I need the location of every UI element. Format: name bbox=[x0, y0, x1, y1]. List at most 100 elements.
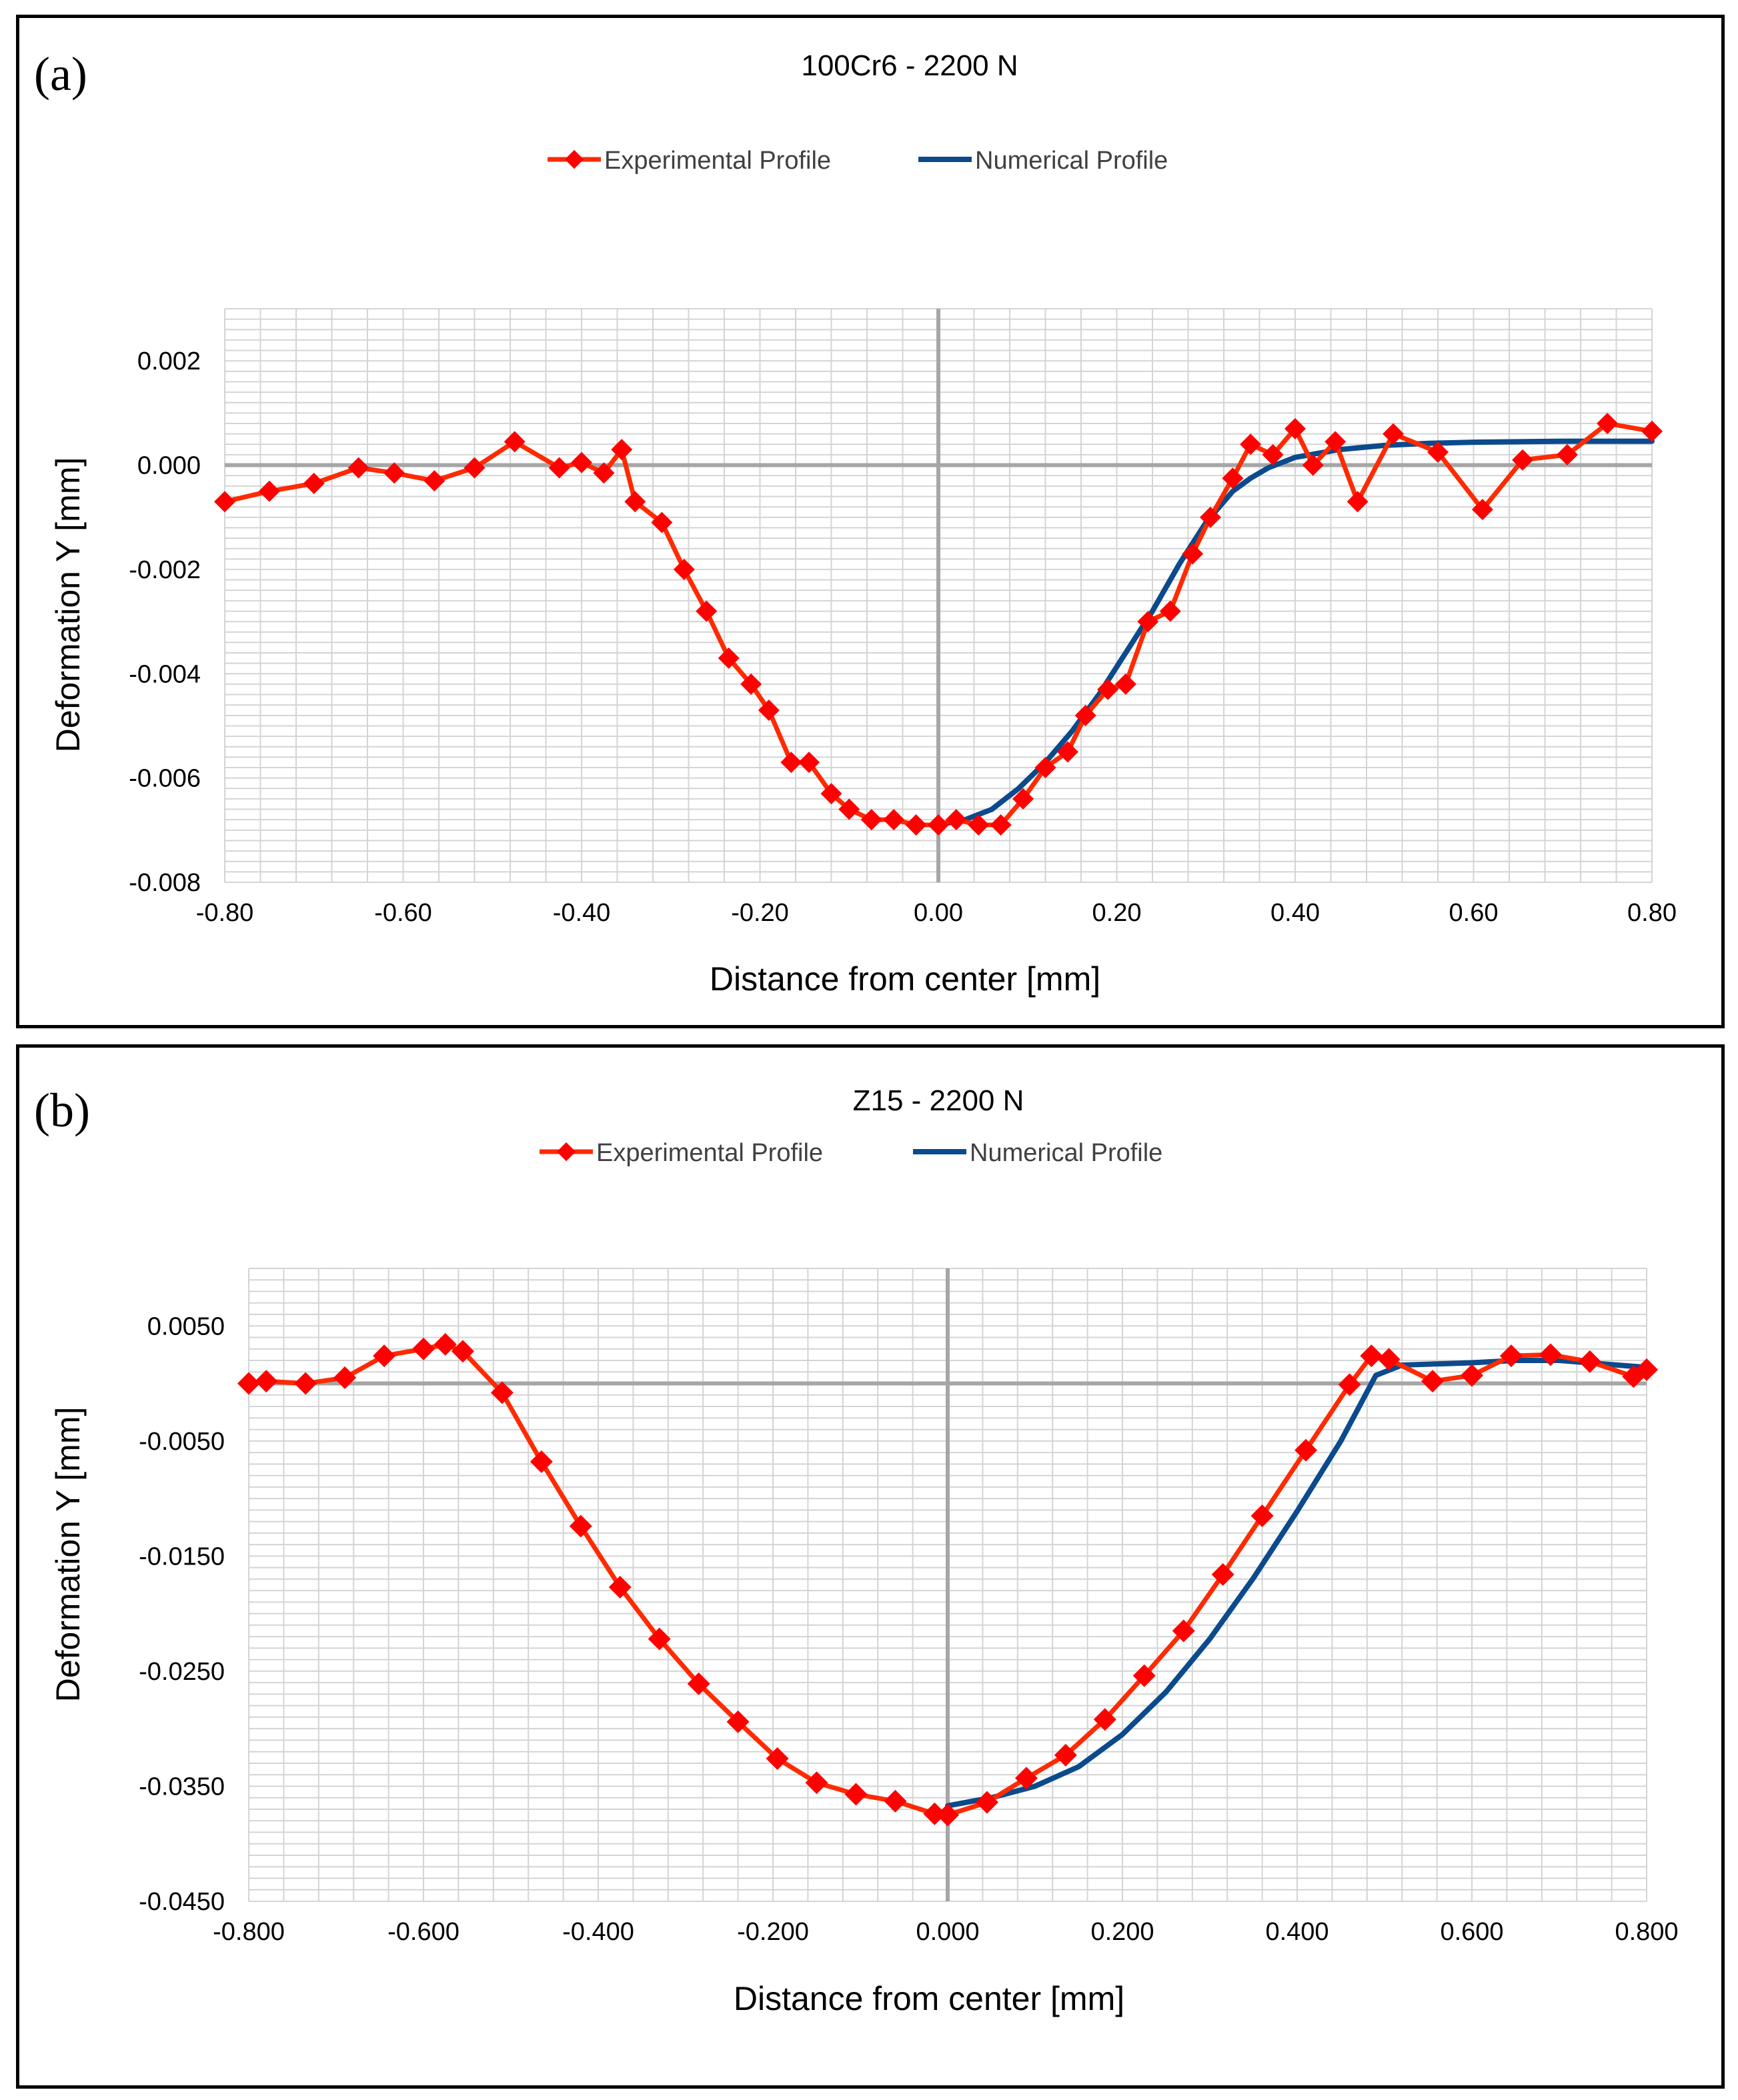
experimental-point bbox=[945, 809, 967, 831]
y-tick-label: -0.0350 bbox=[139, 1773, 225, 1801]
x-tick-labels: -0.800 -0.600 -0.400 -0.200 0.000 0.200 0.400 0… bbox=[213, 1918, 1678, 1946]
experimental-point bbox=[373, 1344, 396, 1368]
x-tick-label: 0.000 bbox=[916, 1918, 979, 1946]
experimental-point bbox=[237, 1372, 260, 1395]
experimental-point bbox=[1427, 441, 1449, 463]
experimental-point bbox=[1199, 506, 1221, 528]
experimental-point bbox=[1137, 611, 1159, 633]
series-experimental bbox=[237, 1332, 1658, 1827]
experimental-point bbox=[1097, 678, 1119, 700]
chart-b: (b) Z15 - 2200 N Experimental Profile Nu… bbox=[34, 1084, 1679, 2017]
legend-experimental-label: Experimental Profile bbox=[596, 1139, 823, 1167]
x-tick-label: -0.80 bbox=[196, 899, 254, 927]
experimental-point bbox=[928, 814, 949, 836]
experimental-point bbox=[569, 1514, 592, 1538]
experimental-point bbox=[1556, 443, 1578, 465]
x-tick-label: -0.600 bbox=[387, 1918, 460, 1946]
legend: Experimental Profile Numerical Profile bbox=[548, 147, 1168, 175]
y-tick-label: -0.006 bbox=[129, 765, 201, 793]
experimental-point bbox=[1159, 600, 1181, 622]
x-tick-label: -0.800 bbox=[213, 1918, 285, 1946]
legend: Experimental Profile Numerical Profile bbox=[540, 1139, 1162, 1167]
series-experimental bbox=[214, 413, 1663, 836]
experimental-point bbox=[548, 457, 570, 479]
experimental-point bbox=[648, 1627, 671, 1651]
y-tick-label: -0.008 bbox=[129, 869, 201, 897]
experimental-point bbox=[1383, 423, 1405, 445]
y-axis-label: Deformation Y [mm] bbox=[49, 1407, 87, 1703]
experimental-point bbox=[1284, 417, 1306, 439]
experimental-point bbox=[838, 798, 860, 820]
axes bbox=[225, 309, 1652, 882]
experimental-point bbox=[1338, 1373, 1361, 1396]
x-tick-label: 0.60 bbox=[1449, 899, 1499, 927]
experimental-point bbox=[464, 457, 486, 479]
experimental-point bbox=[433, 1332, 457, 1356]
experimental-point bbox=[347, 457, 369, 479]
experimental-point bbox=[780, 752, 802, 774]
x-tick-label: -0.200 bbox=[737, 1918, 809, 1946]
experimental-point bbox=[884, 1789, 907, 1813]
experimental-point bbox=[611, 439, 633, 461]
experimental-point bbox=[451, 1340, 474, 1363]
panel-label: (b) bbox=[34, 1084, 90, 1137]
experimental-point bbox=[383, 462, 405, 484]
numerical-profile-line bbox=[936, 438, 1655, 828]
x-tick-labels: -0.80 -0.60 -0.40 -0.20 0.00 0.20 0.40 0.60 0.80 bbox=[196, 899, 1677, 927]
experimental-point bbox=[883, 809, 905, 831]
experimental-point bbox=[255, 1370, 278, 1393]
experimental-point bbox=[1182, 543, 1204, 565]
experimental-point bbox=[1262, 443, 1284, 465]
y-tick-label: -0.002 bbox=[129, 556, 201, 584]
experimental-point bbox=[1294, 1438, 1318, 1462]
experimental-point bbox=[726, 1710, 750, 1733]
experimental-point bbox=[490, 1381, 514, 1404]
experimental-point bbox=[1347, 491, 1369, 513]
series-numerical bbox=[936, 438, 1655, 828]
chart-a: (a) 100Cr6 - 2200 N Experimental Profile… bbox=[34, 47, 1677, 998]
experimental-point bbox=[1578, 1350, 1601, 1373]
experimental-point bbox=[1461, 1364, 1483, 1387]
x-tick-label: 0.800 bbox=[1615, 1918, 1678, 1946]
x-tick-label: 0.400 bbox=[1265, 1918, 1329, 1946]
experimental-point bbox=[1056, 741, 1078, 763]
experimental-point bbox=[905, 814, 927, 836]
y-tick-label: -0.004 bbox=[129, 660, 201, 688]
y-tick-label: -0.0050 bbox=[139, 1428, 225, 1456]
x-tick-label: -0.40 bbox=[553, 899, 611, 927]
x-tick-label: 0.600 bbox=[1440, 1918, 1503, 1946]
axes bbox=[249, 1268, 1647, 1901]
experimental-point bbox=[990, 814, 1012, 836]
experimental-point bbox=[1377, 1348, 1401, 1371]
x-tick-label: 0.00 bbox=[914, 899, 963, 927]
experimental-point bbox=[1222, 467, 1244, 489]
experimental-point bbox=[968, 814, 990, 836]
legend-numerical-label: Numerical Profile bbox=[970, 1139, 1162, 1167]
x-tick-label: -0.400 bbox=[562, 1918, 634, 1946]
experimental-point bbox=[673, 558, 695, 580]
experimental-point bbox=[258, 480, 280, 502]
experimental-point bbox=[1512, 449, 1534, 471]
experimental-point bbox=[860, 809, 882, 831]
experimental-point bbox=[1172, 1619, 1195, 1643]
experimental-point bbox=[303, 472, 325, 494]
legend-numerical-label: Numerical Profile bbox=[975, 147, 1168, 175]
experimental-point bbox=[740, 673, 762, 695]
y-tick-labels: -0.0450 -0.0350 -0.0250 -0.0150 -0.0050 0.005… bbox=[139, 1312, 225, 1916]
experimental-point bbox=[1325, 431, 1347, 453]
experimental-point bbox=[504, 431, 526, 453]
panel-a: (a) 100Cr6 - 2200 N Experimental Profile… bbox=[16, 15, 1725, 1028]
experimental-point bbox=[294, 1372, 317, 1395]
x-tick-label: 0.40 bbox=[1270, 899, 1320, 927]
experimental-point bbox=[1302, 454, 1324, 476]
experimental-point bbox=[1054, 1743, 1077, 1767]
y-axis-label: Deformation Y [mm] bbox=[49, 457, 87, 753]
experimental-point bbox=[214, 491, 235, 513]
experimental-point bbox=[936, 1803, 959, 1827]
x-axis-label: Distance from center [mm] bbox=[710, 960, 1100, 998]
x-tick-label: 0.80 bbox=[1627, 899, 1677, 927]
experimental-point bbox=[412, 1337, 435, 1360]
legend-experimental-marker bbox=[564, 149, 584, 169]
y-tick-label: 0.002 bbox=[137, 347, 201, 375]
experimental-point bbox=[798, 752, 820, 774]
